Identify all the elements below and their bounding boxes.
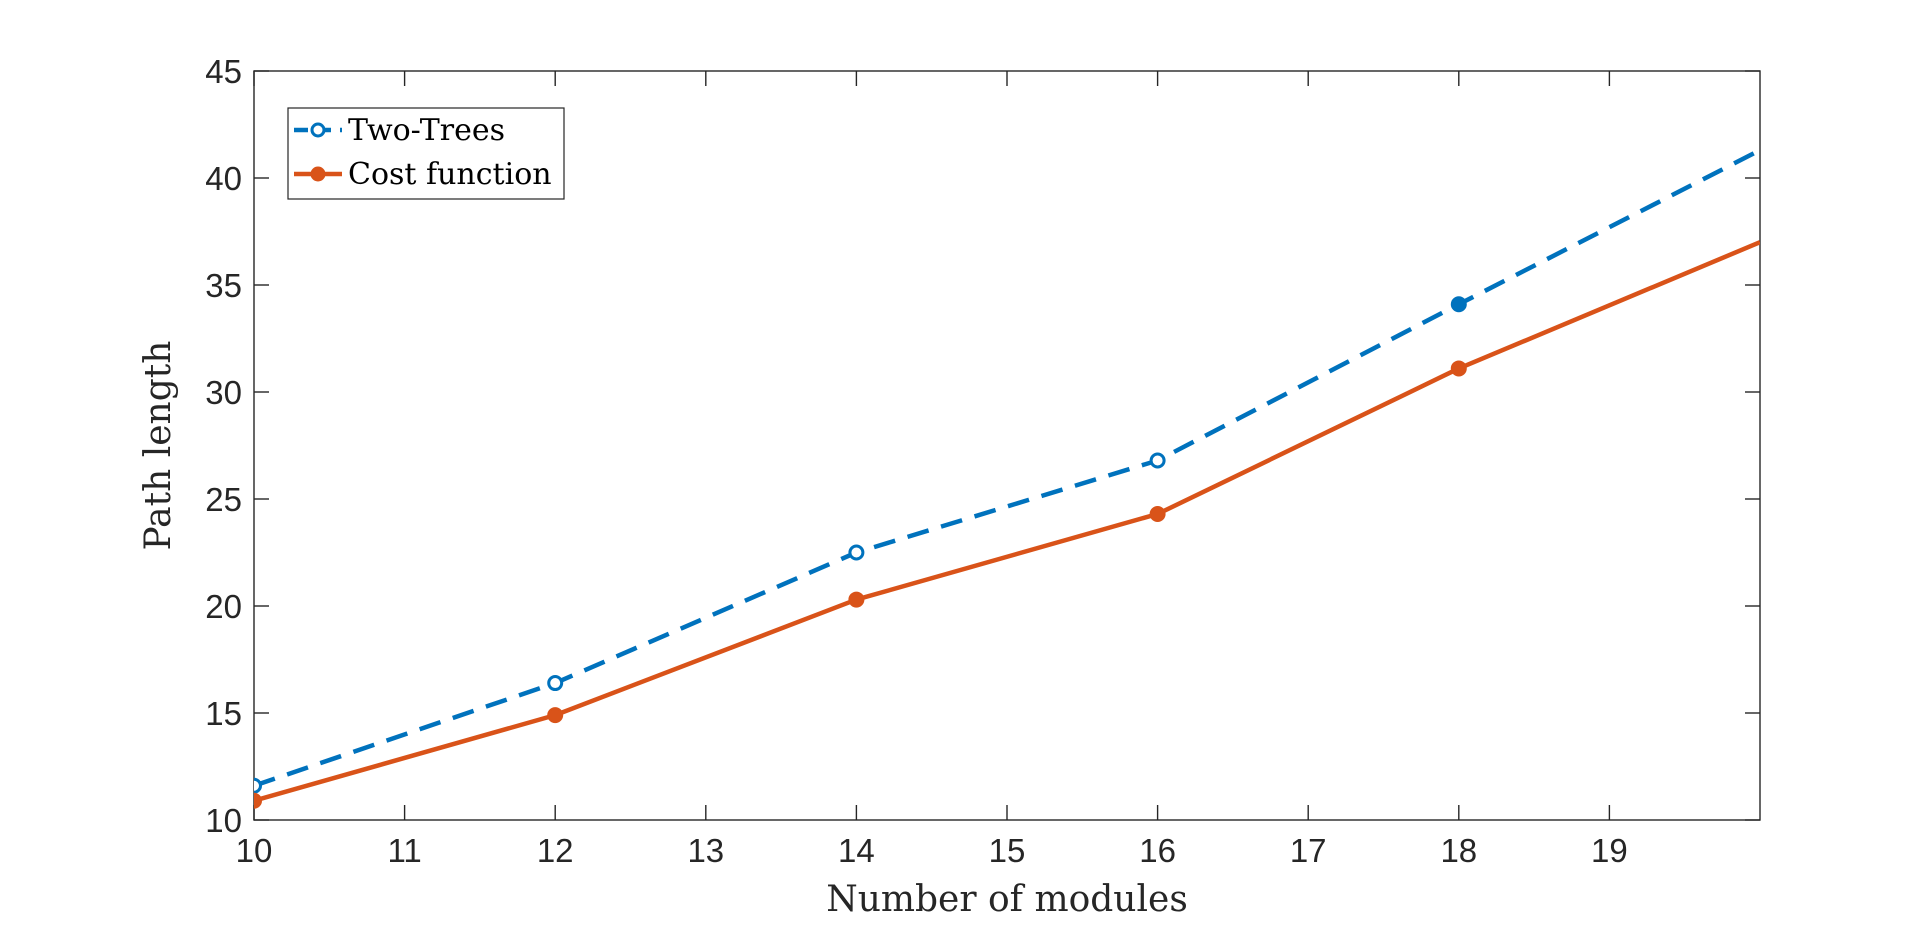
y-tick-label: 20 <box>205 588 242 625</box>
data-point-cost-function <box>848 591 865 608</box>
legend-marker-two-trees <box>310 122 326 138</box>
x-axis-label: Number of modules <box>826 879 1188 920</box>
y-tick-label: 30 <box>205 374 242 411</box>
legend-label-cost-function: Cost function <box>348 157 552 192</box>
legend-label-two-trees: Two-Trees <box>348 113 505 148</box>
ticks-layer: 10 11 12 13 14 15 16 17 18 19 10 15 20 25 30 35 40 45 <box>205 53 1760 869</box>
x-tick-label: 12 <box>537 832 574 869</box>
legend: Two-Trees Cost function <box>287 107 565 200</box>
data-point-two-trees <box>547 675 564 692</box>
x-tick-label: 19 <box>1591 832 1628 869</box>
y-tick-label: 40 <box>205 160 242 197</box>
data-point-two-trees <box>254 777 262 794</box>
data-point-two-trees <box>1149 452 1166 469</box>
y-tick-label: 45 <box>205 53 242 90</box>
x-tick-label: 18 <box>1440 832 1477 869</box>
data-point-cost-function <box>1450 360 1467 377</box>
series-line-cost-function <box>254 240 1760 803</box>
data-point-two-trees <box>848 544 865 561</box>
x-tick-label: 15 <box>989 832 1026 869</box>
x-tick-label: 14 <box>838 832 875 869</box>
y-tick-label: 25 <box>205 481 242 518</box>
x-tick-label: 16 <box>1139 832 1176 869</box>
x-tick-label: 17 <box>1290 832 1327 869</box>
series-cost-function <box>254 240 1760 809</box>
x-tick-label: 11 <box>387 832 421 869</box>
series-line-two-trees <box>254 148 1760 788</box>
series-layer <box>254 148 1760 809</box>
y-axis-label: Path length <box>138 341 179 551</box>
y-tick-label: 15 <box>205 695 242 732</box>
x-tick-label: 13 <box>687 832 724 869</box>
data-point-two-trees <box>1450 296 1467 313</box>
legend-marker-cost-function <box>310 166 326 182</box>
data-point-cost-function <box>1149 505 1166 522</box>
legend-box <box>287 107 565 200</box>
data-point-cost-function <box>254 792 262 809</box>
y-tick-label: 35 <box>205 267 242 304</box>
series-two-trees <box>254 148 1760 794</box>
data-point-cost-function <box>547 707 564 724</box>
y-tick-label: 10 <box>205 802 242 839</box>
x-tick-label: 10 <box>236 832 273 869</box>
